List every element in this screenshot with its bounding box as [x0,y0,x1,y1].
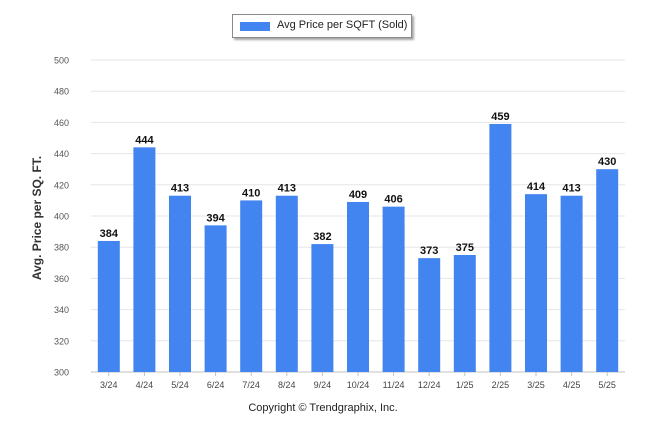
legend-swatch [240,22,270,31]
bar [204,225,227,372]
data-label: 414 [527,181,546,193]
y-tick-label: 420 [54,180,69,190]
x-tick-label: 2/25 [492,380,510,390]
data-label: 406 [384,194,402,206]
data-label: 409 [349,189,367,201]
x-tick-label: 12/24 [418,380,441,390]
x-tick-label: 6/24 [207,380,225,390]
y-tick-label: 400 [54,212,69,222]
bars [97,123,619,373]
x-axis-ticks: 3/24 4/24 5/24 6/24 7/24 8/24 9/24 10/24 11/24 12… [100,372,616,390]
bar [311,244,334,372]
data-label: 413 [171,183,189,195]
y-tick-label: 460 [54,118,69,128]
bar [489,123,512,373]
copyright-text: Copyright © Trendgraphix, Inc. [248,402,398,414]
data-label: 410 [242,187,260,199]
data-label: 413 [562,183,580,195]
x-tick-label: 3/24 [100,380,118,390]
legend: Avg Price per SQFT (Sold) [232,14,412,38]
y-tick-label: 380 [54,243,69,253]
bar [169,195,191,372]
bar [525,194,547,372]
y-axis-label: Avg. Price per SQ. FT. [30,156,44,280]
x-tick-label: 4/25 [563,380,581,390]
x-tick-label: 1/25 [456,380,474,390]
data-label: 394 [206,212,225,224]
bar [347,201,369,372]
data-label: 375 [456,242,474,254]
bar [240,200,263,372]
x-tick-label: 4/24 [136,380,154,390]
data-label: 382 [313,231,331,243]
y-tick-label: 320 [54,336,69,346]
bar [382,206,405,372]
bar [275,195,298,372]
bar [418,258,441,372]
y-tick-label: 500 [54,56,69,66]
bar [97,240,120,372]
data-label: 459 [491,111,509,123]
x-tick-label: 5/24 [171,380,189,390]
x-tick-label: 7/24 [242,380,260,390]
data-label: 384 [100,228,119,240]
x-tick-label: 11/24 [383,380,405,390]
data-labels: 384 444 413 394 410 413 382 409 406 373 375 459 414 4… [100,111,617,257]
y-tick-label: 480 [54,87,69,97]
x-tick-label: 8/24 [278,380,296,390]
x-tick-label: 5/25 [598,380,616,390]
bar [453,255,476,372]
bar [596,169,619,372]
data-label: 444 [135,134,154,146]
x-tick-label: 10/24 [347,380,370,390]
legend-label: Avg Price per SQFT (Sold) [277,19,408,31]
y-tick-label: 360 [54,274,69,284]
data-label: 413 [278,183,296,195]
y-tick-label: 440 [54,149,69,159]
bar [560,195,583,372]
y-axis-ticks: 300 320 340 360 380 400 420 440 460 480 500 [54,56,69,378]
x-tick-label: 9/24 [314,380,332,390]
y-tick-label: 300 [54,368,69,378]
y-tick-label: 340 [54,305,69,315]
x-tick-label: 3/25 [527,380,545,390]
data-label: 373 [420,245,438,257]
data-label: 430 [598,156,616,168]
bar [133,147,156,372]
